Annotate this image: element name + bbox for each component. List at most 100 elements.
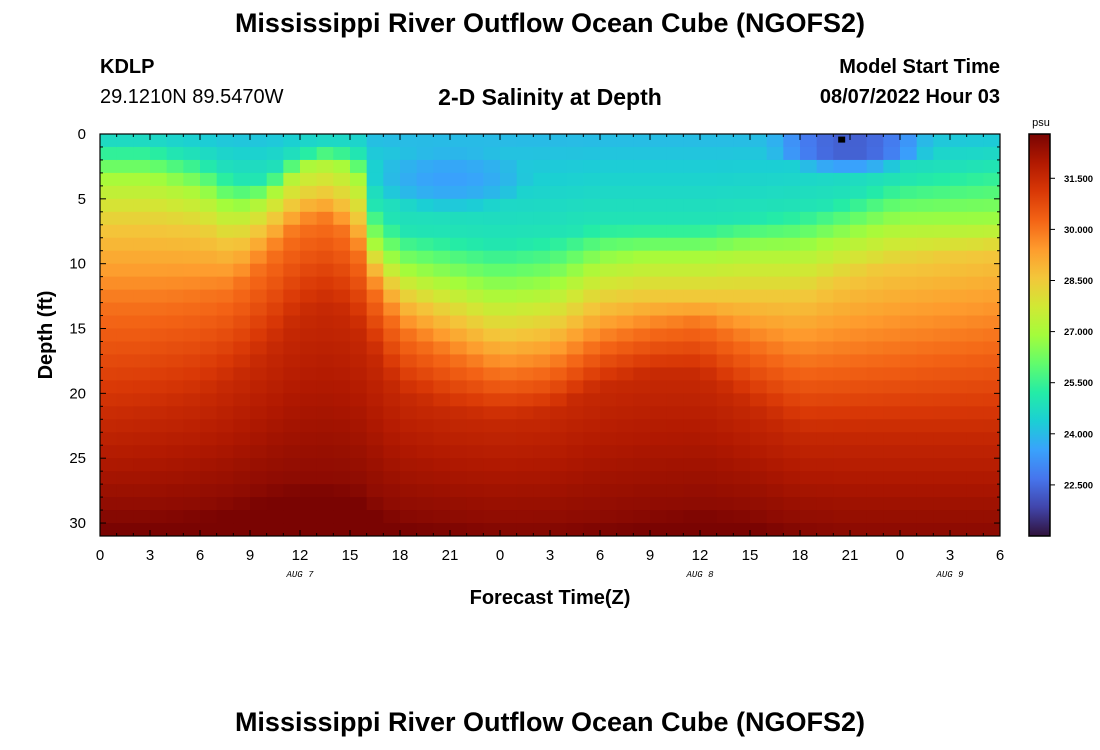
heatmap-cell xyxy=(600,328,618,343)
heatmap-cell xyxy=(200,419,218,433)
heatmap-cell xyxy=(716,380,734,394)
heatmap-cell xyxy=(750,250,768,265)
heatmap-cell xyxy=(283,484,301,498)
heatmap-cell xyxy=(866,354,884,369)
heatmap-cell xyxy=(950,367,968,381)
heatmap-cell xyxy=(550,315,568,330)
heatmap-cell xyxy=(900,315,918,330)
heatmap-cell xyxy=(133,211,151,226)
station-coordinates: 29.1210N 89.5470W xyxy=(100,86,284,108)
heatmap-cell xyxy=(683,263,701,278)
heatmap-cell xyxy=(916,134,934,148)
heatmap-cell xyxy=(433,134,451,148)
heatmap-cell xyxy=(650,276,668,291)
heatmap-cell xyxy=(866,497,884,511)
heatmap-cell xyxy=(316,380,334,394)
heatmap-cell xyxy=(216,250,234,265)
heatmap-cell xyxy=(650,380,668,394)
heatmap-cell xyxy=(200,263,218,278)
heatmap-cell xyxy=(500,341,518,356)
heatmap-cell xyxy=(500,419,518,433)
heatmap-cell xyxy=(933,393,951,407)
heatmap-cell xyxy=(483,510,501,524)
heatmap-cell xyxy=(200,237,218,252)
heatmap-cell xyxy=(916,315,934,330)
heatmap-cell xyxy=(783,328,801,343)
heatmap-cell xyxy=(900,134,918,148)
heatmap-cell xyxy=(850,224,868,239)
heatmap-cell xyxy=(950,263,968,278)
heatmap-cell xyxy=(500,328,518,343)
heatmap-cell xyxy=(366,237,384,252)
heatmap-cell xyxy=(450,250,468,265)
heatmap-cell xyxy=(866,341,884,356)
heatmap-cell xyxy=(150,432,168,446)
heatmap-cell xyxy=(766,172,784,187)
heatmap-cell xyxy=(583,432,601,446)
heatmap-cell xyxy=(300,432,318,446)
x-tick-label: 0 xyxy=(496,547,504,564)
heatmap-cell xyxy=(483,172,501,187)
heatmap-cell xyxy=(850,432,868,446)
heatmap-cell xyxy=(783,367,801,381)
heatmap-cell xyxy=(483,445,501,459)
heatmap-cell xyxy=(816,159,834,174)
heatmap-cell xyxy=(183,510,201,524)
heatmap-cell xyxy=(533,198,551,213)
heatmap-cell xyxy=(850,315,868,330)
heatmap-cell xyxy=(583,276,601,291)
heatmap-cell xyxy=(916,224,934,239)
heatmap-cell xyxy=(116,445,134,459)
heatmap-cell xyxy=(550,393,568,407)
heatmap-cell xyxy=(133,263,151,278)
heatmap-cell xyxy=(500,458,518,472)
heatmap-cell xyxy=(816,458,834,472)
heatmap-cell xyxy=(433,497,451,511)
heatmap-cell xyxy=(950,484,968,498)
heatmap-cell xyxy=(266,406,284,420)
heatmap-cell xyxy=(800,302,818,317)
heatmap-cell xyxy=(166,224,184,239)
heatmap-cell xyxy=(316,250,334,265)
heatmap-cell xyxy=(500,146,518,161)
heatmap-cell xyxy=(266,172,284,187)
heatmap-cell xyxy=(883,146,901,161)
heatmap-cell xyxy=(433,250,451,265)
main-title: Mississippi River Outflow Ocean Cube (NG… xyxy=(234,8,866,38)
heatmap-cell xyxy=(966,302,984,317)
heatmap-cell xyxy=(900,458,918,472)
heatmap-cell xyxy=(700,458,718,472)
heatmap-cell xyxy=(600,237,618,252)
heatmap-cell xyxy=(783,393,801,407)
heatmap-cell xyxy=(116,237,134,252)
heatmap-cell xyxy=(333,510,351,524)
heatmap-cell xyxy=(933,250,951,265)
heatmap-cell xyxy=(333,432,351,446)
heatmap-cell xyxy=(966,341,984,356)
heatmap-cell xyxy=(333,198,351,213)
heatmap-cell xyxy=(716,185,734,200)
heatmap-cell xyxy=(483,263,501,278)
heatmap-cell xyxy=(433,354,451,369)
heatmap-cell xyxy=(700,315,718,330)
heatmap-cell xyxy=(133,393,151,407)
heatmap-cell xyxy=(650,445,668,459)
heatmap-cell xyxy=(566,367,584,381)
heatmap-cell xyxy=(650,367,668,381)
heatmap-cell xyxy=(716,471,734,485)
heatmap-cell xyxy=(933,315,951,330)
heatmap-cell xyxy=(616,263,634,278)
heatmap-cell xyxy=(533,432,551,446)
heatmap-cell xyxy=(900,406,918,420)
heatmap-cell xyxy=(450,341,468,356)
heatmap-cell xyxy=(666,510,684,524)
heatmap-cell xyxy=(666,237,684,252)
heatmap-cell xyxy=(616,445,634,459)
heatmap-cell xyxy=(550,211,568,226)
heatmap-cell xyxy=(966,224,984,239)
heatmap-cell xyxy=(416,458,434,472)
heatmap-cell xyxy=(733,458,751,472)
heatmap-cell xyxy=(733,146,751,161)
heatmap-cell xyxy=(283,419,301,433)
heatmap-cell xyxy=(850,354,868,369)
